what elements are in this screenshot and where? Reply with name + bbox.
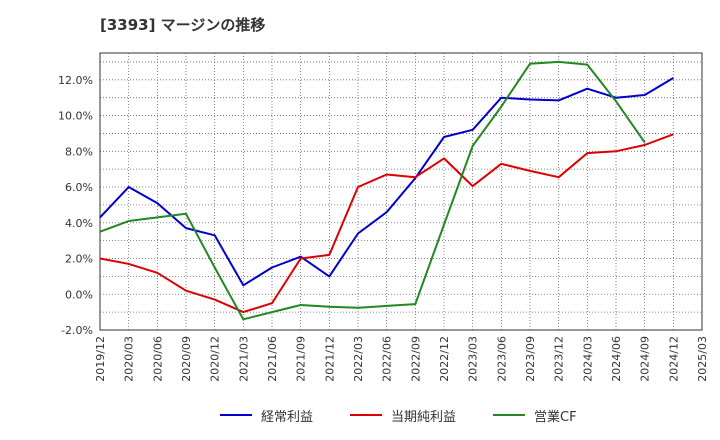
y-tick-label: -2.0% bbox=[61, 324, 93, 337]
y-tick-label: 10.0% bbox=[58, 110, 93, 123]
legend-label-ordinary-profit: 経常利益 bbox=[261, 409, 314, 425]
y-tick-label: 2.0% bbox=[65, 253, 93, 266]
x-tick-label: 2023/09 bbox=[524, 336, 537, 382]
x-tick-label: 2021/06 bbox=[266, 336, 279, 382]
x-tick-label: 2023/12 bbox=[553, 336, 566, 382]
x-tick-label: 2022/03 bbox=[352, 336, 365, 382]
x-tick-label: 2020/12 bbox=[209, 336, 222, 382]
legend-line-ordinary-profit bbox=[220, 414, 252, 416]
y-tick-label: 0.0% bbox=[65, 288, 93, 301]
legend: 経常利益 当期純利益 営業CF bbox=[0, 403, 720, 427]
legend-label-operating-cf: 営業CF bbox=[534, 409, 577, 425]
x-tick-label: 2023/06 bbox=[495, 336, 508, 382]
x-tick-label: 2021/12 bbox=[323, 336, 336, 382]
x-tick-label: 2021/03 bbox=[237, 336, 250, 382]
x-tick-label: 2024/12 bbox=[667, 336, 680, 382]
y-tick-label: 6.0% bbox=[65, 181, 93, 194]
series-line-2 bbox=[99, 60, 646, 321]
y-tick-label: 12.0% bbox=[58, 74, 93, 87]
x-tick-label: 2020/03 bbox=[123, 336, 136, 382]
x-tick-label: 2024/09 bbox=[639, 336, 652, 382]
y-tick-label: 8.0% bbox=[65, 145, 93, 158]
plot-frame bbox=[99, 52, 703, 331]
series-line-1 bbox=[99, 133, 674, 314]
x-tick-label: 2024/06 bbox=[610, 336, 623, 382]
legend-item-operating-cf: 営業CF bbox=[493, 403, 577, 427]
chart-title: [3393] マージンの推移 bbox=[100, 16, 266, 34]
legend-item-ordinary-profit: 経常利益 bbox=[220, 403, 313, 427]
x-tick-label: 2021/09 bbox=[295, 336, 308, 382]
x-tick-label: 2023/03 bbox=[467, 336, 480, 382]
legend-item-net-income: 当期純利益 bbox=[350, 403, 456, 427]
legend-line-operating-cf bbox=[493, 414, 525, 416]
x-tick-label: 2020/06 bbox=[151, 336, 164, 382]
x-tick-label: 2022/12 bbox=[438, 336, 451, 382]
x-tick-label: 2022/06 bbox=[381, 336, 394, 382]
legend-line-net-income bbox=[350, 414, 382, 416]
x-tick-label: 2020/09 bbox=[180, 336, 193, 382]
legend-label-net-income: 当期純利益 bbox=[391, 409, 457, 425]
x-tick-label: 2019/12 bbox=[94, 336, 107, 382]
x-tick-label: 2024/03 bbox=[581, 336, 594, 382]
x-tick-label: 2022/09 bbox=[409, 336, 422, 382]
y-tick-label: 4.0% bbox=[65, 217, 93, 230]
x-tick-label: 2025/03 bbox=[696, 336, 709, 382]
plot-area bbox=[100, 53, 702, 330]
